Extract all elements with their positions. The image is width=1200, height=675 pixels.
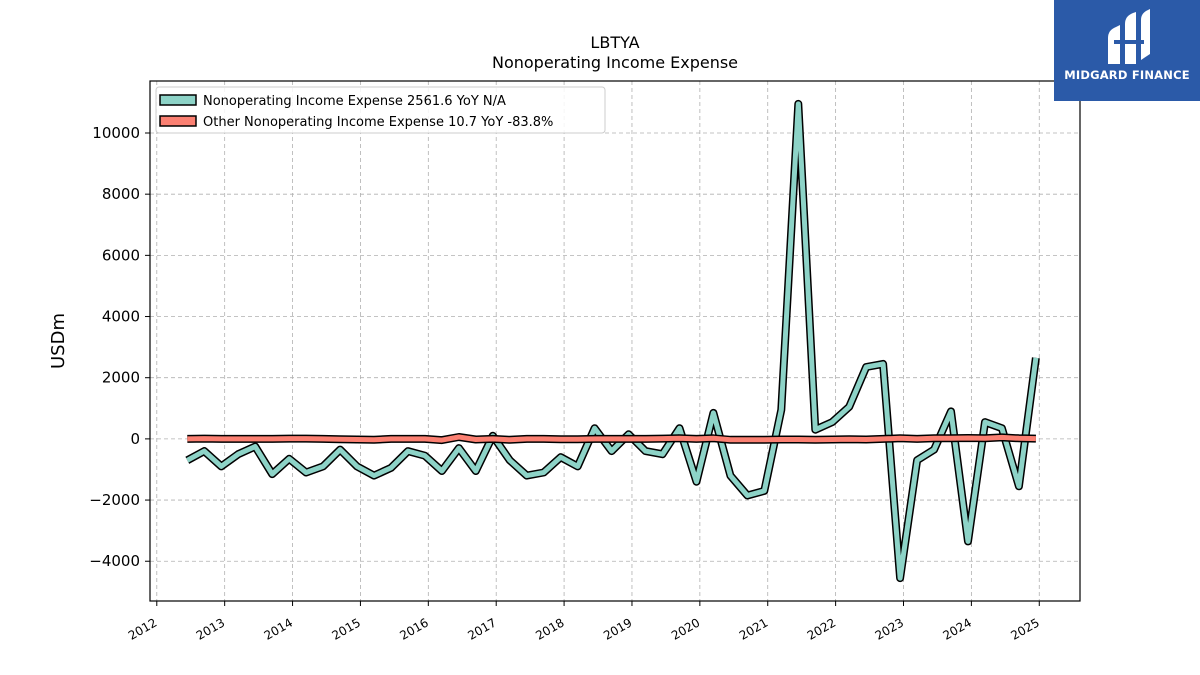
series-layer bbox=[185, 99, 1040, 583]
x-tick-label: 2015 bbox=[330, 615, 363, 642]
plot-frame bbox=[149, 80, 1081, 602]
chart-title: LBTYA bbox=[590, 33, 640, 52]
chart-subtitle: Nonoperating Income Expense bbox=[491, 53, 739, 72]
legend: Nonoperating Income Expense 2561.6 YoY N… bbox=[155, 86, 606, 134]
y-tick-label: 8000 bbox=[102, 185, 140, 203]
x-tick-label: 2020 bbox=[669, 615, 702, 642]
x-tick-label: 2024 bbox=[941, 615, 974, 642]
y-tick-label: 0 bbox=[130, 430, 140, 448]
y-tick-label: 2000 bbox=[102, 369, 140, 387]
brand-name: MIDGARD FINANCE bbox=[1064, 68, 1190, 82]
series-line-1 bbox=[187, 434, 1036, 443]
x-tick-label: 2021 bbox=[737, 615, 770, 642]
brand-mark-icon bbox=[1108, 9, 1150, 64]
legend-label-1: Other Nonoperating Income Expense 10.7 Y… bbox=[203, 115, 553, 130]
x-tick-label: 2012 bbox=[126, 615, 159, 642]
y-tick-label: 10000 bbox=[92, 124, 140, 142]
x-tick-label: 2016 bbox=[397, 615, 430, 642]
x-tick-label: 2013 bbox=[194, 615, 227, 642]
x-tick-label: 2017 bbox=[465, 615, 498, 642]
x-tick-label: 2022 bbox=[805, 615, 838, 642]
x-tick-label: 2019 bbox=[601, 615, 634, 642]
brand-logo: MIDGARD FINANCE bbox=[1054, 0, 1200, 101]
x-tick-label: 2014 bbox=[262, 615, 295, 642]
legend-swatch-0 bbox=[159, 94, 197, 106]
legend-label-0: Nonoperating Income Expense 2561.6 YoY N… bbox=[203, 94, 506, 109]
x-tick-label: 2018 bbox=[533, 615, 566, 642]
x-tick-label: 2023 bbox=[873, 615, 906, 642]
x-tick-label: 2025 bbox=[1008, 615, 1041, 642]
legend-box bbox=[155, 86, 606, 134]
legend-swatch-1 bbox=[159, 115, 197, 127]
y-tick-label: −2000 bbox=[89, 491, 140, 509]
grid bbox=[150, 81, 1080, 601]
y-tick-label: 6000 bbox=[102, 246, 140, 264]
y-tick-label: −4000 bbox=[89, 552, 140, 570]
y-axis-label: USDm bbox=[48, 313, 69, 369]
y-tick-label: 4000 bbox=[102, 308, 140, 326]
series-line-0 bbox=[186, 101, 1039, 581]
